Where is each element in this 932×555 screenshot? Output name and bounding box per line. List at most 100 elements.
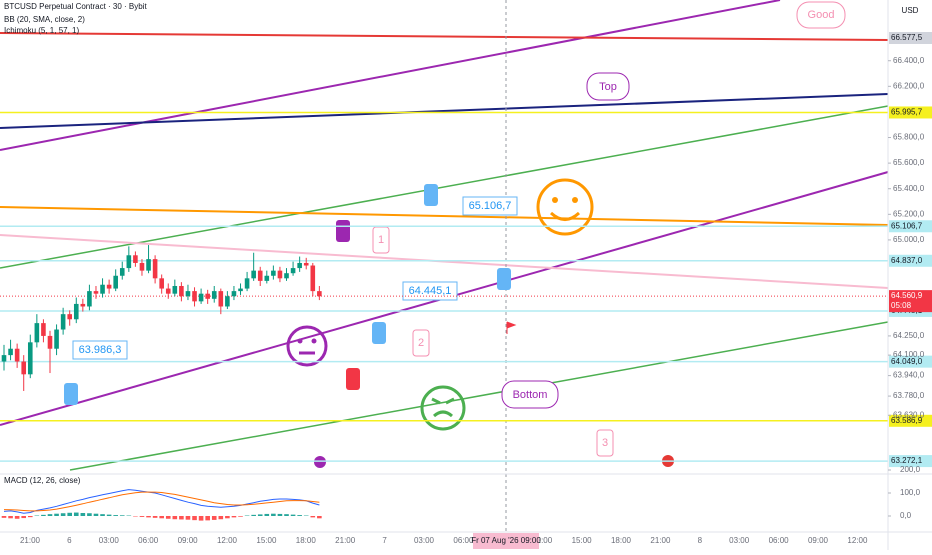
candle-body: [74, 304, 79, 319]
macd-bar: [146, 516, 151, 517]
macd-bar: [199, 516, 204, 521]
candle-body: [278, 271, 283, 279]
candle-body: [225, 296, 230, 306]
time-label: 12:00: [217, 536, 238, 545]
currency: USD: [902, 6, 919, 15]
candle-body: [48, 336, 53, 349]
time-label: 21:00: [650, 536, 671, 545]
macd-bar: [291, 515, 296, 516]
candle-body: [291, 268, 296, 273]
macd-bar: [186, 516, 191, 520]
price-tick-label: 64.100,0: [893, 350, 925, 359]
macd-bar: [265, 514, 270, 516]
annotation: Good: [808, 9, 835, 21]
candle-body: [245, 278, 250, 288]
candle-body: [205, 294, 210, 299]
candle-body: [232, 291, 237, 296]
level-label: 65.995,7: [891, 108, 923, 117]
macd-bar: [225, 516, 230, 518]
macd-bar: [192, 516, 197, 520]
macd-bar: [219, 516, 224, 519]
macd-bar: [107, 515, 112, 516]
candle-body: [166, 289, 171, 294]
time-label: 21:00: [335, 536, 356, 545]
level-label: 66.577,5: [891, 33, 923, 42]
candle-body: [94, 291, 99, 294]
time-label: 15:00: [572, 536, 593, 545]
candle-body: [67, 314, 72, 319]
macd-bar: [310, 516, 315, 517]
candle-body: [317, 291, 322, 296]
macd-title: MACD (12, 26, close): [4, 476, 81, 485]
macd-tick-label: 0,0: [900, 511, 912, 520]
macd-bar: [74, 513, 79, 516]
candle-body: [100, 285, 105, 294]
candle-body: [173, 286, 178, 294]
candle-body: [159, 278, 164, 288]
macd-bar: [81, 513, 86, 516]
candle-body: [133, 255, 138, 263]
time-label: 03:00: [729, 536, 750, 545]
candle-body: [199, 294, 204, 302]
price-tick-label: 65.400,0: [893, 184, 925, 193]
annotation: 2: [418, 337, 424, 349]
macd-bar: [179, 516, 184, 519]
macd-bar: [41, 515, 46, 516]
macd-bar: [61, 513, 66, 516]
indicator-label: BB (20, SMA, close, 2): [4, 15, 85, 24]
annotation: Bottom: [513, 389, 548, 401]
price-annotation: 64.445,1: [409, 285, 452, 297]
hand-icon: [372, 322, 386, 344]
price-tick-label: 63.940,0: [893, 371, 925, 380]
macd-bar: [271, 514, 276, 516]
indicator-label: Ichimoku (5, 1, 57, 1): [4, 26, 79, 35]
price-tick-label: 66.400,0: [893, 56, 925, 65]
macd-bar: [166, 516, 171, 519]
macd-bar: [48, 514, 53, 516]
candle-body: [265, 276, 270, 281]
price-tick-label: 65.800,0: [893, 133, 925, 142]
candle-body: [8, 349, 13, 355]
candle-body: [127, 255, 132, 268]
candle-body: [310, 266, 315, 292]
price-tick-label: 63.780,0: [893, 391, 925, 400]
event-icon: [314, 456, 326, 468]
candle-body: [28, 342, 33, 374]
level-label: 64.837,0: [891, 256, 923, 265]
macd-tick-label: 200,0: [900, 465, 921, 474]
time-label: 21:00: [20, 536, 41, 545]
time-label: 09:00: [178, 536, 199, 545]
candle-body: [87, 291, 92, 306]
candle-body: [192, 291, 197, 301]
countdown: 05:08: [891, 301, 912, 310]
eye: [572, 197, 578, 203]
macd-bar: [278, 514, 283, 516]
macd-bar: [205, 516, 210, 520]
time-label: 12:00: [847, 536, 868, 545]
macd-bar: [140, 516, 145, 517]
candle-body: [258, 271, 263, 281]
crosshair-time: Fr 07 Aug '26 09:00: [471, 536, 541, 545]
price-tick-label: 65.000,0: [893, 235, 925, 244]
macd-bar: [8, 516, 13, 518]
macd-bar: [159, 516, 164, 518]
macd-bar: [100, 514, 105, 516]
macd-bar: [67, 513, 72, 516]
macd-bar: [238, 516, 243, 517]
candle-body: [251, 271, 256, 279]
candle-body: [297, 263, 302, 268]
macd-bar: [54, 514, 59, 516]
symbol-title: BTCUSD Perpetual Contract · 30 · Bybit: [4, 2, 147, 11]
hand-icon: [497, 268, 511, 290]
level-label: 63.272,1: [891, 456, 923, 465]
candle-body: [304, 263, 309, 266]
price-annotation: 65.106,7: [469, 200, 512, 212]
candle-body: [238, 289, 243, 292]
price-tick-label: 65.200,0: [893, 209, 925, 218]
candle-body: [41, 323, 46, 336]
candle-body: [120, 268, 125, 276]
annotation: 3: [602, 437, 608, 449]
price-tick-label: 65.600,0: [893, 158, 925, 167]
eye: [312, 339, 317, 344]
